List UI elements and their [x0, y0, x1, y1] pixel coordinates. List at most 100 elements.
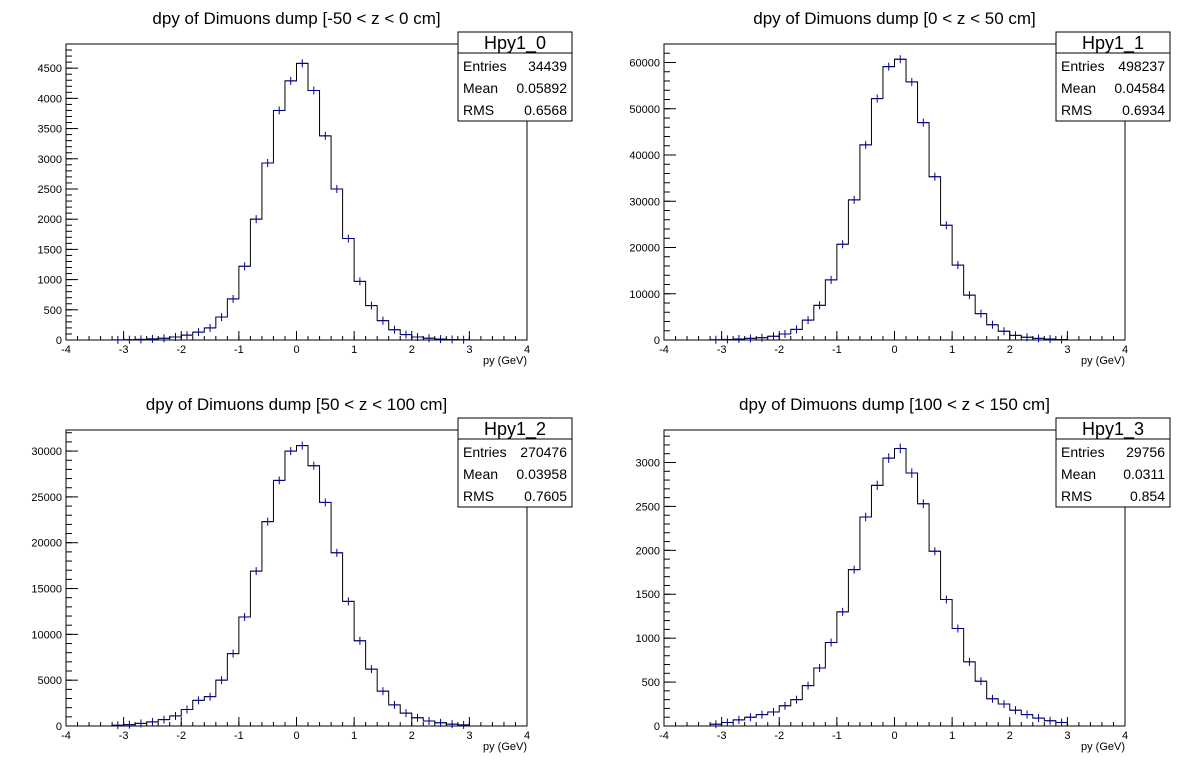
stats-histogram-name: Hpy1_2 [484, 419, 546, 440]
data-point [284, 447, 297, 456]
stats-value-mean: 0.04584 [1114, 80, 1165, 96]
data-point [802, 681, 814, 690]
y-tick-label: 500 [642, 677, 660, 689]
x-tick-label: 4 [524, 730, 530, 742]
y-tick-label: 2500 [38, 184, 62, 196]
data-point [342, 597, 355, 606]
data-point [721, 718, 734, 727]
stats-box [457, 417, 573, 508]
data-point [975, 309, 987, 318]
y-tick-label: 10000 [31, 629, 62, 641]
data-point [446, 720, 458, 729]
data-point [308, 461, 320, 470]
y-tick-label: 2500 [636, 501, 660, 513]
data-point [446, 335, 458, 344]
y-tick-label: 1000 [38, 275, 62, 287]
data-point [169, 332, 182, 341]
data-point [1055, 718, 1068, 727]
data-point [963, 657, 976, 666]
stats-value-rms: 0.854 [1130, 488, 1165, 504]
y-tick-label: 10000 [629, 289, 660, 301]
data-point [181, 705, 193, 714]
data-point [215, 313, 228, 322]
data-point [250, 567, 262, 576]
data-point [434, 718, 447, 727]
x-tick-label: 0 [293, 344, 299, 356]
x-tick-label: 3 [1064, 730, 1070, 742]
stats-label-rms: RMS [1061, 488, 1092, 504]
y-tick-label: 2000 [38, 214, 62, 226]
stats-label-mean: Mean [463, 80, 498, 96]
data-point [906, 77, 918, 86]
x-tick-label: 1 [949, 344, 955, 356]
y-tick-label: 20000 [629, 243, 660, 255]
stats-label-entries: Entries [463, 444, 507, 460]
data-point [710, 335, 722, 344]
data-point [940, 595, 953, 604]
stats-label-mean: Mean [1061, 80, 1096, 96]
y-tick-label: 40000 [629, 150, 660, 162]
data-point [963, 291, 976, 300]
data-point [204, 692, 216, 701]
data-point [756, 710, 768, 719]
histogram-panel-1: dpy of Dimuons dump [-50 < z < 0 cm] -4 -3… [0, 0, 598, 386]
stats-value-entries: 498237 [1118, 58, 1165, 74]
x-tick-label: 3 [466, 730, 472, 742]
histogram-outline [111, 445, 470, 726]
data-point [377, 316, 389, 325]
y-tick-label: 25000 [31, 492, 62, 504]
y-tick-label: 1500 [38, 244, 62, 256]
data-point [400, 709, 412, 718]
y-tick-label: 1500 [636, 589, 660, 601]
data-point [400, 330, 412, 339]
data-point [319, 498, 332, 507]
data-point [825, 275, 837, 284]
stats-box [1055, 31, 1171, 122]
data-point [158, 334, 170, 343]
histogram-panel-3: dpy of Dimuons dump [50 < z < 100 cm] -4 -… [0, 386, 598, 772]
data-point [940, 221, 953, 230]
stats-value-rms: 0.6568 [524, 102, 567, 118]
x-tick-label: -1 [832, 730, 842, 742]
data-point [825, 638, 837, 647]
x-tick-label: -1 [832, 344, 842, 356]
data-point [871, 480, 883, 490]
stats-value-mean: 0.0311 [1123, 466, 1165, 482]
x-axis-title: py (GeV) [483, 741, 527, 753]
y-tick-label: 3000 [38, 154, 62, 166]
data-point [998, 700, 1010, 709]
stats-label-rms: RMS [463, 488, 494, 504]
x-tick-label: 0 [293, 730, 299, 742]
data-point [813, 664, 826, 673]
y-tick-label: 500 [44, 305, 62, 317]
histogram-outline [111, 62, 470, 341]
x-tick-label: 4 [524, 344, 530, 356]
y-tick-label: 0 [56, 335, 62, 347]
data-point [169, 711, 182, 720]
data-point [882, 62, 895, 71]
x-tick-label: -2 [176, 730, 186, 742]
x-tick-label: -1 [234, 344, 244, 356]
data-point [123, 720, 136, 729]
data-point [273, 106, 285, 115]
data-point [123, 335, 136, 344]
y-tick-label: 3000 [636, 457, 660, 469]
data-point [388, 325, 401, 334]
histogram-outline [709, 447, 1068, 726]
y-tick-label: 15000 [31, 584, 62, 596]
data-point [423, 334, 435, 343]
data-point [917, 118, 930, 127]
y-tick-label: 30000 [31, 446, 62, 458]
data-point [296, 441, 309, 450]
data-point [284, 76, 297, 85]
stats-label-entries: Entries [1061, 444, 1105, 460]
data-point [894, 55, 907, 64]
data-point [952, 624, 964, 633]
y-tick-label: 5000 [38, 675, 62, 687]
x-tick-label: 2 [409, 344, 415, 356]
data-point [158, 715, 170, 724]
data-point [710, 720, 722, 729]
data-point [767, 332, 780, 341]
stats-value-mean: 0.03958 [516, 466, 567, 482]
data-point [365, 665, 378, 674]
